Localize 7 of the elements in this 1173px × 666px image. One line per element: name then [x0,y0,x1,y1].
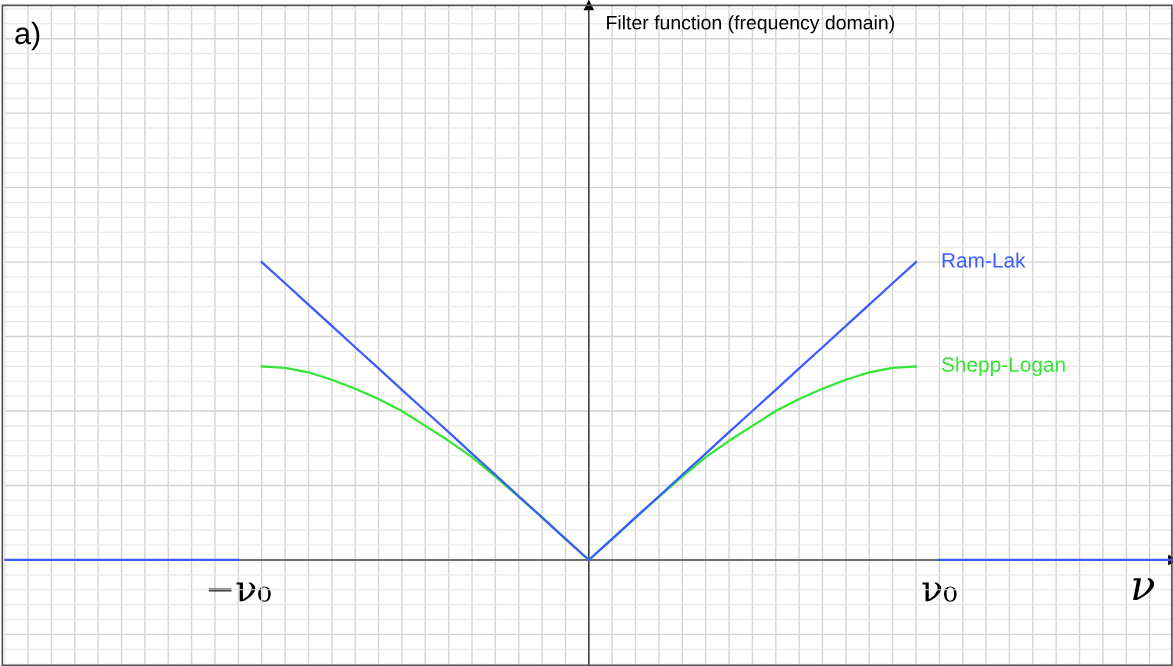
x-tick-label: ν₀ [922,582,957,602]
text: Filter function (frequency domain) [607,15,894,34]
text: a) [15,21,40,51]
x-axis-title: ν [1133,578,1155,600]
series-label: Shepp-Logan [941,356,1065,377]
x-tick-label: −ν₀ [208,582,271,602]
series-label: Ram-Lak [942,252,1026,268]
